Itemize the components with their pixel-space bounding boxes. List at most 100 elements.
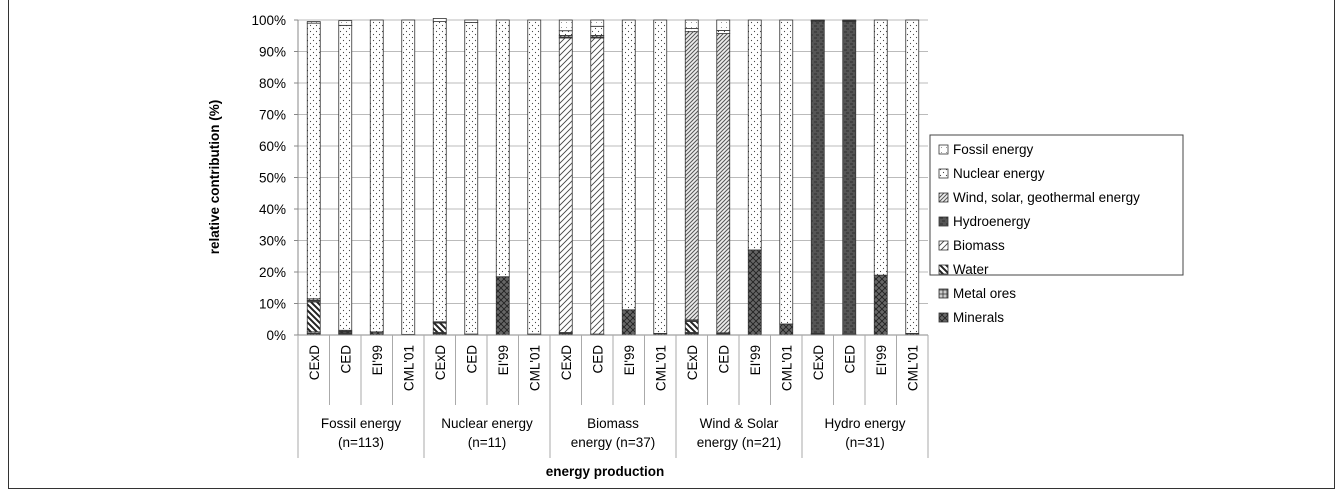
bar-segment — [716, 33, 731, 334]
x-category-label: EI'99 — [874, 345, 889, 375]
bar-segment — [653, 19, 668, 334]
y-tick-label: 80% — [259, 76, 286, 91]
y-tick-labels: 0% 10% 20% 30% 40% 50% 60% 70% 80% 90% 100% — [251, 13, 298, 343]
bar-segment — [747, 19, 762, 251]
group-label-line2: (n=31) — [845, 435, 884, 450]
bar-segment — [590, 19, 605, 27]
bar-segment — [401, 19, 416, 335]
bar-segment — [621, 309, 636, 336]
legend-swatch — [938, 240, 949, 251]
y-tick-label: 40% — [259, 202, 286, 217]
x-category-label: CML'01 — [401, 345, 416, 391]
group-label-line1: Nuclear energy — [441, 416, 533, 431]
legend-entry: Hydroenergy — [953, 214, 1031, 229]
bar-segment — [810, 19, 825, 21]
bar-segment — [558, 37, 573, 333]
legend-swatch — [938, 216, 949, 227]
x-category-label: CED — [590, 345, 605, 374]
bar-segment — [495, 276, 510, 336]
bar-segment — [842, 19, 857, 21]
bar-segment — [558, 19, 573, 32]
bar-segment — [590, 37, 605, 335]
x-category-label: EI'99 — [622, 345, 637, 375]
x-category-label: CExD — [685, 345, 700, 381]
x-category-label: EI'99 — [496, 345, 511, 375]
y-tick-label: 0% — [266, 328, 286, 343]
bar-segment — [527, 19, 542, 335]
group-label-line2: energy (n=21) — [697, 435, 781, 450]
x-category-label: CML'01 — [653, 345, 668, 391]
bar-segment — [873, 19, 888, 276]
y-tick-label: 20% — [259, 265, 286, 280]
bar-segment — [716, 19, 731, 31]
bar-segment — [590, 25, 605, 36]
x-category-label: CML'01 — [527, 345, 542, 391]
group-label-line2: (n=11) — [468, 435, 506, 450]
legend-entry: Biomass — [953, 238, 1005, 253]
bar-segment — [464, 22, 479, 335]
group-label-line1: Fossil energy — [321, 416, 402, 431]
legend-entry: Wind, solar, geothermal energy — [953, 190, 1140, 205]
x-category-label: CED — [464, 345, 479, 374]
x-category-label: CML'01 — [779, 345, 794, 391]
legend-entry: Water — [953, 262, 989, 277]
bar-segment — [684, 321, 699, 333]
group-label-line2: energy (n=37) — [571, 435, 655, 450]
bar-segment — [338, 20, 353, 26]
bars-layer — [306, 18, 920, 336]
legend-swatch — [938, 192, 949, 203]
bar-segment — [905, 19, 920, 334]
y-tick-label: 10% — [259, 297, 286, 312]
bar-segment — [369, 19, 384, 333]
group-label-line1: Hydro energy — [824, 416, 905, 431]
bar-segment — [842, 21, 857, 335]
x-category-label: CED — [338, 345, 353, 374]
bar-segment — [779, 323, 794, 336]
bar-segment — [306, 22, 321, 300]
bar-segment — [432, 18, 447, 22]
y-axis-title: relative contribution (%) — [207, 100, 222, 255]
bar-segment — [464, 19, 479, 23]
bar-segment — [495, 19, 510, 278]
x-category-label: CExD — [811, 345, 826, 381]
x-category-label: CED — [842, 345, 857, 374]
stacked-bar-chart: 0%10%20%30%40%50%60%70%80%90%100% CExD CE… — [207, 13, 1184, 479]
legend-entry: Fossil energy — [953, 142, 1034, 157]
y-tick-label: 30% — [259, 234, 286, 249]
x-category-labels: CExD CED EI'99 CML'01 CExD CED EI'99 CML'01 CExD… — [297, 335, 929, 458]
bar-segment — [810, 21, 825, 334]
gridlines — [298, 19, 928, 304]
bar-segment — [621, 19, 636, 311]
legend-entry: Metal ores — [953, 286, 1016, 301]
bar-segment — [684, 31, 699, 321]
y-tick-label: 90% — [259, 45, 286, 60]
bar-segment — [684, 19, 699, 29]
y-tick-label: 50% — [259, 171, 286, 186]
legend-swatch — [938, 144, 949, 155]
legend-swatch — [938, 288, 949, 299]
x-group-labels: Fossil energy (n=113) Nuclear energy (n=11)… — [321, 416, 906, 450]
legend-entry: Minerals — [953, 310, 1004, 325]
group-label-line1: Biomass — [587, 416, 639, 431]
bar-segment — [306, 301, 321, 333]
bar-segment — [338, 24, 353, 331]
x-category-label: CExD — [559, 345, 574, 381]
group-label-line1: Wind & Solar — [700, 416, 779, 431]
y-tick-label: 70% — [259, 108, 286, 123]
bar-segment — [684, 28, 699, 33]
bar-segment — [716, 29, 731, 34]
bar-segment — [747, 249, 762, 336]
x-category-label: EI'99 — [370, 345, 385, 375]
y-tick-label: 60% — [259, 139, 286, 154]
x-axis-title: energy production — [546, 464, 665, 479]
legend-entry: Nuclear energy — [953, 166, 1045, 181]
x-category-label: CED — [716, 345, 731, 374]
bar-segment — [779, 19, 794, 325]
group-label-line2: (n=113) — [338, 435, 384, 450]
legend-swatch — [938, 264, 949, 275]
figure-frame: 0% 10% 20% 30% 40% 50% 60% 70% 80% 90% 100% CExD CE… — [8, 0, 1335, 489]
legend-swatch — [938, 168, 949, 179]
legend: Fossil energy Nuclear energy Wind, solar, … — [929, 134, 1184, 325]
x-category-label: CML'01 — [905, 345, 920, 391]
x-category-label: CExD — [433, 345, 448, 381]
